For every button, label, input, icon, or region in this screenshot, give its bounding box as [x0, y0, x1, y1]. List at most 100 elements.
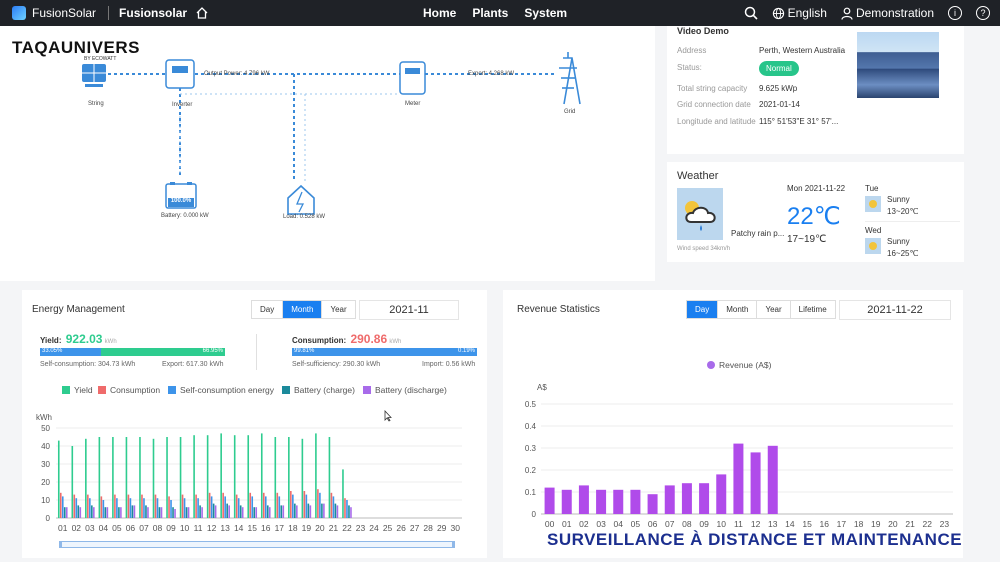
x-tick-label: 04	[614, 519, 624, 529]
bar-revenue-13	[767, 445, 778, 514]
bar-self-consumption-energy-09	[170, 500, 172, 518]
bar-revenue-08	[681, 483, 692, 514]
legend-label: Self-consumption energy	[180, 385, 275, 395]
legend-battery-discharge[interactable]: Battery (discharge)	[363, 385, 447, 395]
legend-revenue[interactable]: Revenue (A$)	[707, 360, 771, 370]
energy-flow-panel: TAQAUNIVERS BY ECOWATT String Inverter O…	[0, 26, 655, 281]
yield-unit: kWh	[104, 339, 117, 345]
bar-battery-discharge--17	[282, 505, 285, 518]
bar-yield-08	[152, 438, 155, 518]
battery-device-icon[interactable]	[165, 182, 197, 209]
string-device-icon[interactable]	[82, 64, 106, 87]
tab-month[interactable]: Month	[283, 301, 323, 318]
bar-yield-05	[112, 437, 114, 518]
bar-yield-22	[342, 469, 344, 518]
x-tick-label: 23	[940, 519, 950, 529]
language-selector[interactable]: English	[772, 6, 827, 20]
weather-day: Mon 2021-11-22	[787, 184, 846, 193]
forecast-range: 16~25℃	[887, 249, 919, 258]
energy-date-picker[interactable]: 2021-11	[359, 300, 459, 320]
grid-tower-icon[interactable]	[559, 52, 581, 105]
y-tick-label: 0.4	[525, 422, 537, 431]
tab-month[interactable]: Month	[718, 301, 758, 318]
bar-self-consumption-energy-16	[264, 496, 267, 518]
forecast-condition: Sunny	[887, 237, 910, 246]
weather-condition: Patchy rain p...	[731, 229, 785, 238]
bar-self-consumption-energy-08	[156, 498, 159, 518]
bar-revenue-07	[664, 485, 675, 514]
sun-icon	[865, 196, 881, 212]
y-tick-label: 0.5	[525, 400, 537, 409]
search-icon[interactable]	[744, 6, 758, 20]
brand[interactable]: FusionSolar	[12, 6, 96, 20]
nav-plants[interactable]: Plants	[472, 6, 509, 20]
tab-year[interactable]: Year	[757, 301, 791, 318]
x-tick-label: 05	[112, 523, 122, 533]
legend-battery-charge[interactable]: Battery (charge)	[282, 385, 355, 395]
x-tick-label: 28	[423, 523, 433, 533]
tab-day[interactable]: Day	[252, 301, 284, 318]
x-tick-label: 15	[247, 523, 257, 533]
forecast-condition: Sunny	[887, 195, 910, 204]
revenue-date-picker[interactable]: 2021-11-22	[839, 300, 951, 320]
bar-battery-charge--21	[334, 503, 337, 518]
bar-battery-discharge--21	[336, 505, 339, 518]
main-nav: Home Plants System	[423, 6, 567, 20]
y-tick-label: 50	[41, 424, 50, 433]
x-tick-label: 21	[329, 523, 339, 533]
inverter-device-icon[interactable]	[165, 59, 195, 89]
bar-self-consumption-energy-07	[143, 498, 145, 518]
tab-day[interactable]: Day	[687, 301, 719, 318]
x-tick-label: 24	[369, 523, 379, 533]
bar-battery-charge--18	[294, 503, 296, 518]
x-tick-label: 23	[356, 523, 366, 533]
x-tick-label: 10	[717, 519, 727, 529]
tab-year[interactable]: Year	[330, 305, 347, 314]
legend-swatch	[282, 386, 290, 394]
x-tick-label: 29	[437, 523, 447, 533]
chart-zoom-slider[interactable]	[59, 541, 455, 548]
legend-yield[interactable]: Yield	[62, 385, 93, 395]
bar-battery-discharge--08	[160, 507, 163, 518]
bar-self-consumption-energy-14	[237, 498, 240, 518]
x-tick-label: 03	[85, 523, 95, 533]
fusionsolar-logo-icon	[12, 6, 26, 20]
legend-self-consumption[interactable]: Self-consumption energy	[168, 385, 274, 395]
nav-home[interactable]: Home	[423, 6, 457, 20]
capacity-label: Total string capacity	[677, 84, 748, 93]
bar-self-consumption-energy-18	[292, 494, 294, 518]
string-label: String	[88, 101, 104, 107]
bar-battery-discharge--06	[133, 505, 136, 518]
bar-battery-charge--04	[104, 507, 107, 518]
bar-consumption-20	[317, 489, 319, 518]
bar-self-consumption-energy-06	[129, 498, 132, 518]
zoom-handle-right[interactable]	[452, 541, 455, 548]
self-consumption-text: Self-consumption: 304.73 kWh	[40, 361, 136, 368]
bar-yield-07	[139, 437, 141, 518]
tab-lifetime[interactable]: Lifetime	[798, 305, 827, 314]
user-menu[interactable]: Demonstration	[841, 6, 934, 20]
bar-yield-12	[206, 435, 209, 518]
home-icon[interactable]	[195, 6, 209, 20]
load-house-icon[interactable]	[287, 184, 315, 215]
meter-device-icon[interactable]	[399, 61, 426, 95]
forecast-range: 13~20℃	[887, 207, 919, 216]
bar-yield-03	[85, 438, 87, 518]
nav-system[interactable]: System	[524, 6, 568, 20]
bar-self-consumption-energy-22	[346, 500, 348, 518]
y-tick-label: 0.3	[525, 444, 537, 453]
x-tick-label: 18	[854, 519, 864, 529]
bar-battery-charge--20	[321, 503, 323, 518]
legend-consumption[interactable]: Consumption	[98, 385, 160, 395]
info-icon[interactable]: i	[948, 6, 962, 20]
legend-label: Consumption	[110, 385, 161, 395]
yield-self-portion	[40, 348, 102, 356]
zoom-handle-left[interactable]	[59, 541, 62, 548]
yield-bar: 33.05% 66.95%	[40, 348, 225, 356]
bar-consumption-18	[290, 491, 292, 518]
bar-consumption-17	[276, 492, 279, 518]
inverter-label: Inverter	[172, 102, 193, 108]
bar-yield-19	[301, 438, 304, 518]
help-icon[interactable]: ?	[976, 6, 990, 20]
legend-label: Revenue (A$)	[719, 360, 772, 370]
